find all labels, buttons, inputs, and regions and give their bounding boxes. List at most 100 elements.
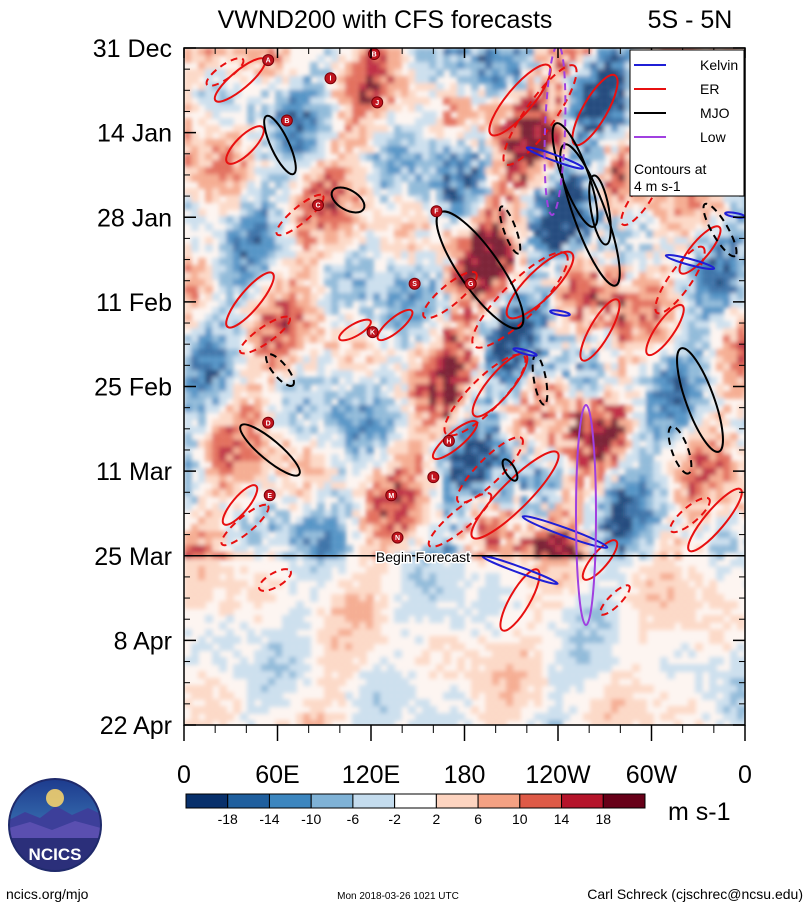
anomaly-cell	[485, 209, 493, 217]
anomaly-cell	[303, 377, 311, 385]
anomaly-cell	[303, 223, 311, 231]
anomaly-cell	[590, 300, 598, 308]
anomaly-cell	[240, 307, 248, 315]
anomaly-cell	[464, 370, 472, 378]
anomaly-cell	[345, 279, 353, 287]
anomaly-cell	[247, 230, 255, 238]
anomaly-cell	[569, 216, 577, 224]
anomaly-cell	[282, 139, 290, 147]
anomaly-cell	[688, 377, 696, 385]
anomaly-cell	[240, 468, 248, 476]
anomaly-cell	[632, 489, 640, 497]
anomaly-cell	[436, 349, 444, 357]
anomaly-cell	[443, 363, 451, 371]
anomaly-cell	[478, 482, 486, 490]
anomaly-cell	[562, 328, 570, 336]
anomaly-cell	[191, 538, 199, 546]
anomaly-cell	[548, 538, 556, 546]
anomaly-cell	[436, 391, 444, 399]
anomaly-cell	[324, 293, 332, 301]
anomaly-cell	[695, 363, 703, 371]
anomaly-cell	[450, 566, 458, 574]
anomaly-cell	[597, 412, 605, 420]
anomaly-cell	[415, 125, 423, 133]
anomaly-cell	[219, 216, 227, 224]
anomaly-cell	[296, 209, 304, 217]
anomaly-cell	[450, 209, 458, 217]
anomaly-cell	[562, 335, 570, 343]
anomaly-cell	[457, 83, 465, 91]
anomaly-cell	[695, 510, 703, 518]
anomaly-cell	[555, 496, 563, 504]
anomaly-cell	[527, 419, 535, 427]
anomaly-cell	[520, 328, 528, 336]
anomaly-cell	[261, 468, 269, 476]
anomaly-cell	[296, 286, 304, 294]
anomaly-cell	[485, 293, 493, 301]
anomaly-cell	[422, 517, 430, 525]
anomaly-cell	[590, 307, 598, 315]
anomaly-cell	[506, 230, 514, 238]
anomaly-cell	[296, 489, 304, 497]
anomaly-cell	[268, 244, 276, 252]
anomaly-cell	[212, 83, 220, 91]
anomaly-cell	[464, 349, 472, 357]
anomaly-cell	[380, 454, 388, 462]
anomaly-cell	[366, 433, 374, 441]
anomaly-cell	[471, 118, 479, 126]
anomaly-cell	[296, 195, 304, 203]
anomaly-cell	[380, 104, 388, 112]
anomaly-cell	[702, 447, 710, 455]
anomaly-cell	[646, 482, 654, 490]
anomaly-cell	[394, 517, 402, 525]
anomaly-cell	[646, 293, 654, 301]
anomaly-cell	[457, 97, 465, 105]
anomaly-cell	[583, 293, 591, 301]
anomaly-cell	[457, 244, 465, 252]
anomaly-cell	[394, 524, 402, 532]
anomaly-cell	[604, 363, 612, 371]
anomaly-cell	[240, 181, 248, 189]
anomaly-cell	[205, 447, 213, 455]
anomaly-cell	[478, 370, 486, 378]
anomaly-cell	[478, 405, 486, 413]
anomaly-cell	[310, 307, 318, 315]
anomaly-cell	[191, 384, 199, 392]
anomaly-cell	[653, 405, 661, 413]
anomaly-cell	[233, 482, 241, 490]
anomaly-cell	[422, 265, 430, 273]
anomaly-cell	[373, 356, 381, 364]
anomaly-cell	[499, 559, 507, 567]
anomaly-cell	[429, 139, 437, 147]
anomaly-cell	[366, 475, 374, 483]
anomaly-cell	[464, 454, 472, 462]
anomaly-cell	[478, 125, 486, 133]
anomaly-cell	[450, 293, 458, 301]
anomaly-cell	[583, 55, 591, 63]
anomaly-cell	[660, 496, 668, 504]
anomaly-cell	[317, 314, 325, 322]
anomaly-cell	[338, 209, 346, 217]
anomaly-cell	[289, 181, 297, 189]
anomaly-cell	[457, 510, 465, 518]
anomaly-cell	[373, 62, 381, 70]
anomaly-cell	[282, 328, 290, 336]
anomaly-cell	[548, 384, 556, 392]
anomaly-cell	[387, 398, 395, 406]
anomaly-cell	[233, 405, 241, 413]
anomaly-cell	[275, 461, 283, 469]
anomaly-cell	[555, 209, 563, 217]
anomaly-cell	[485, 55, 493, 63]
anomaly-cell	[282, 370, 290, 378]
anomaly-cell	[695, 209, 703, 217]
anomaly-cell	[352, 503, 360, 511]
anomaly-cell	[730, 370, 738, 378]
anomaly-cell	[450, 461, 458, 469]
anomaly-cell	[450, 174, 458, 182]
anomaly-cell	[520, 475, 528, 483]
anomaly-cell	[324, 202, 332, 210]
anomaly-cell	[387, 538, 395, 546]
anomaly-cell	[184, 286, 192, 294]
anomaly-cell	[429, 377, 437, 385]
anomaly-cell	[226, 342, 234, 350]
